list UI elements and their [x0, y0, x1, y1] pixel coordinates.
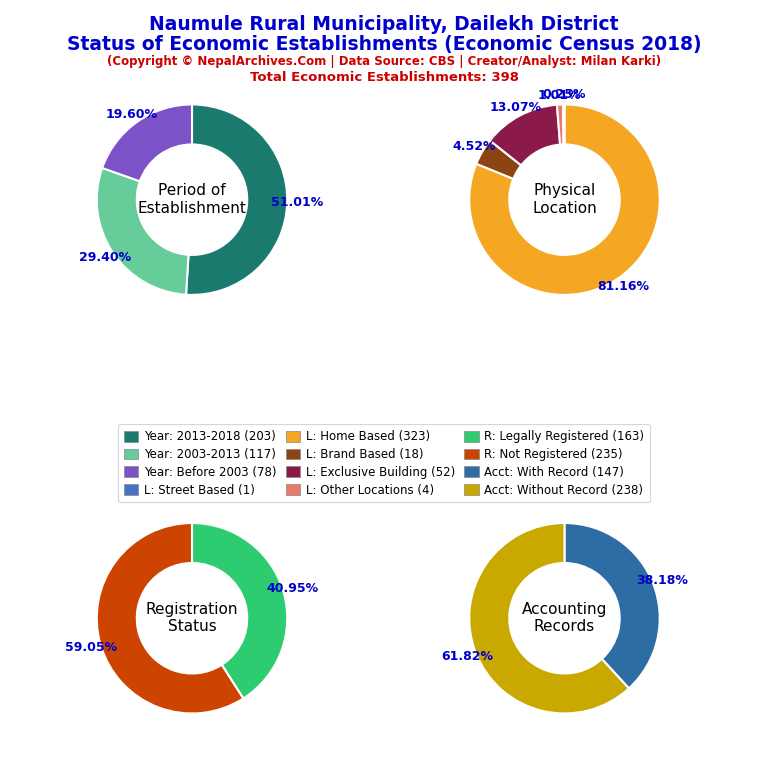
Text: Total Economic Establishments: 398: Total Economic Establishments: 398 [250, 71, 518, 84]
Text: 51.01%: 51.01% [270, 197, 323, 210]
Text: 4.52%: 4.52% [452, 141, 496, 154]
Wedge shape [97, 523, 243, 713]
Text: Accounting
Records: Accounting Records [521, 602, 607, 634]
Wedge shape [476, 141, 521, 179]
Wedge shape [192, 523, 287, 698]
Text: Physical
Location: Physical Location [532, 184, 597, 216]
Wedge shape [563, 104, 564, 144]
Text: 29.40%: 29.40% [78, 251, 131, 264]
Text: Period of
Establishment: Period of Establishment [137, 184, 247, 216]
Text: Naumule Rural Municipality, Dailekh District: Naumule Rural Municipality, Dailekh Dist… [149, 15, 619, 35]
Text: 81.16%: 81.16% [597, 280, 649, 293]
Wedge shape [469, 104, 660, 295]
Text: 13.07%: 13.07% [489, 101, 541, 114]
Text: Status of Economic Establishments (Economic Census 2018): Status of Economic Establishments (Econo… [67, 35, 701, 54]
Wedge shape [557, 104, 564, 144]
Text: 19.60%: 19.60% [105, 108, 157, 121]
Wedge shape [97, 168, 188, 295]
Wedge shape [469, 523, 629, 713]
Legend: Year: 2013-2018 (203), Year: 2003-2013 (117), Year: Before 2003 (78), L: Street : Year: 2013-2018 (203), Year: 2003-2013 (… [118, 425, 650, 502]
Text: 61.82%: 61.82% [441, 650, 493, 663]
Wedge shape [102, 104, 192, 181]
Text: Registration
Status: Registration Status [146, 602, 238, 634]
Text: 1.01%: 1.01% [538, 88, 581, 101]
Text: 0.25%: 0.25% [542, 88, 585, 101]
Text: (Copyright © NepalArchives.Com | Data Source: CBS | Creator/Analyst: Milan Karki: (Copyright © NepalArchives.Com | Data So… [107, 55, 661, 68]
Text: 38.18%: 38.18% [636, 574, 688, 587]
Text: 59.05%: 59.05% [65, 641, 118, 654]
Wedge shape [564, 523, 660, 688]
Text: 40.95%: 40.95% [266, 582, 319, 595]
Wedge shape [490, 104, 560, 165]
Wedge shape [186, 104, 287, 295]
